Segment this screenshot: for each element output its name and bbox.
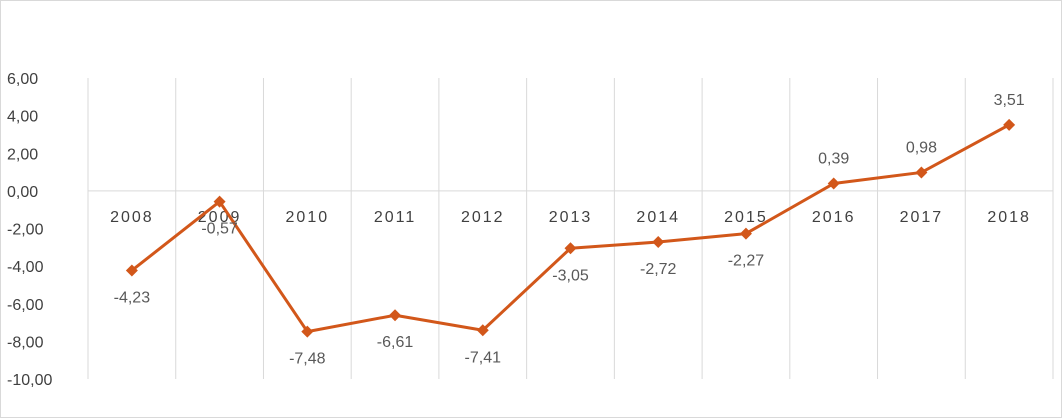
data-point-marker <box>739 227 752 240</box>
x-tick-label: 2010 <box>286 209 330 226</box>
data-label: -0,57 <box>201 221 238 238</box>
data-labels: -4,23 -0,57 -7,48 -6,61 -7,41 -3,05 -2,72 -2,27… <box>114 92 1025 368</box>
x-tick-label: 2011 <box>374 209 416 226</box>
data-label: -4,23 <box>114 289 151 306</box>
data-label: -7,48 <box>289 351 326 368</box>
data-point-marker <box>301 325 314 338</box>
y-tick-label: -2,00 <box>7 222 44 239</box>
x-axis: 2008 2009 2010 2011 2012 2013 2014 2015 2016 2017… <box>88 190 1053 226</box>
data-label: -2,27 <box>728 253 765 270</box>
data-point-marker <box>827 177 840 190</box>
data-label: -3,05 <box>552 267 589 284</box>
y-tick-label: 4,00 <box>7 109 38 126</box>
y-tick-label: -4,00 <box>7 259 44 276</box>
x-tick-label: 2017 <box>900 209 944 226</box>
series-layer <box>125 118 1016 338</box>
x-tick-label: 2018 <box>987 209 1031 226</box>
y-tick-label: -10,00 <box>7 372 52 389</box>
data-label: -6,61 <box>377 334 414 351</box>
y-tick-label: 2,00 <box>7 146 38 163</box>
data-label: -7,41 <box>465 349 502 366</box>
y-tick-label: -6,00 <box>7 297 44 314</box>
x-tick-label: 2014 <box>636 209 680 226</box>
y-tick-label: 0,00 <box>7 184 38 201</box>
x-tick-label: 2012 <box>461 209 505 226</box>
y-tick-label: -8,00 <box>7 334 44 351</box>
data-point-marker <box>652 236 665 249</box>
x-tick-label: 2016 <box>812 209 856 226</box>
data-label: 3,51 <box>994 92 1025 109</box>
data-point-marker <box>389 309 402 322</box>
y-tick-label: 6,00 <box>7 71 38 88</box>
data-point-marker <box>1003 118 1016 131</box>
y-axis: 6,00 4,00 2,00 0,00 -2,00 -4,00 -6,00 -8,00 -10,… <box>7 71 52 389</box>
x-tick-label: 2015 <box>724 209 768 226</box>
data-point-marker <box>564 242 577 255</box>
data-point-marker <box>476 324 489 337</box>
x-tick-label: 2008 <box>110 209 154 226</box>
data-label: -2,72 <box>640 261 677 278</box>
grid-layer <box>87 78 1054 379</box>
data-label: 0,39 <box>818 151 849 168</box>
data-point-marker <box>213 195 226 208</box>
x-tick-label: 2013 <box>549 209 593 226</box>
data-label: 0,98 <box>906 139 937 156</box>
data-point-marker <box>915 166 928 179</box>
